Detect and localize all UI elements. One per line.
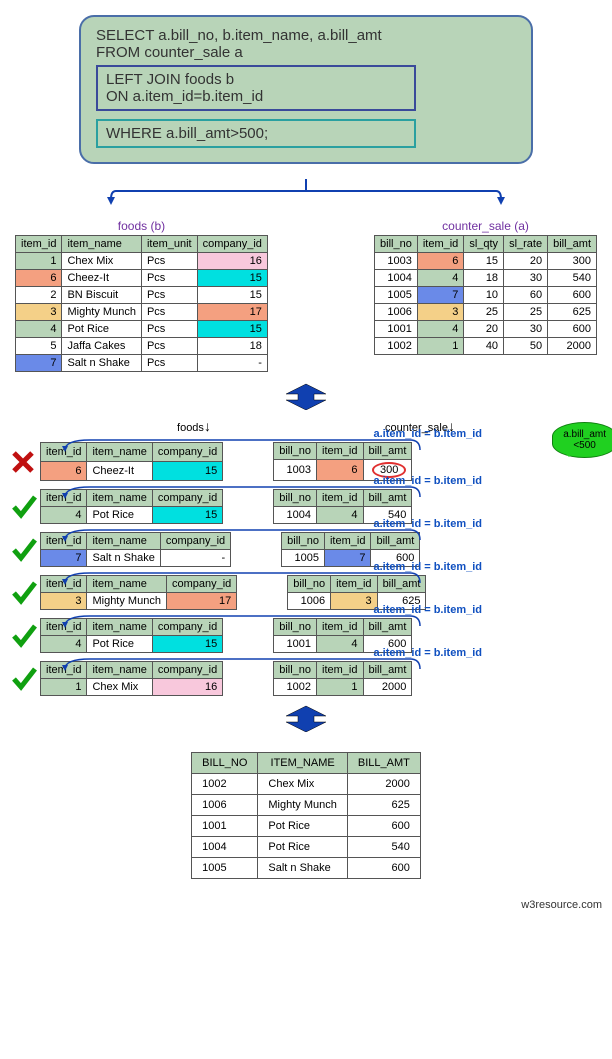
check-icon xyxy=(10,579,38,607)
check-icon xyxy=(10,665,38,693)
col-header: ITEM_NAME xyxy=(258,753,347,774)
col-header: item_name xyxy=(62,236,141,253)
table-row: 6Cheez-ItPcs15 xyxy=(16,270,268,287)
sql-join-clause: LEFT JOIN foods b ON a.item_id=b.item_id xyxy=(96,65,416,111)
col-header: sl_qty xyxy=(464,236,504,253)
col-header: bill_no xyxy=(375,236,418,253)
foods-mini-table: item_iditem_namecompany_id4Pot Rice15 xyxy=(40,618,223,653)
table-row: 7Salt n ShakePcs- xyxy=(16,355,268,372)
sql-query-box: SELECT a.bill_no, b.item_name, a.bill_am… xyxy=(79,15,533,164)
check-icon xyxy=(10,536,38,564)
check-icon xyxy=(10,493,38,521)
table-row: 5Jaffa CakesPcs18 xyxy=(16,338,268,355)
foods-mini-table: item_iditem_namecompany_id7Salt n Shake- xyxy=(40,532,231,567)
table-row: 1004Pot Rice540 xyxy=(192,837,421,858)
col-header: item_id xyxy=(417,236,463,253)
sale-mini-table: bill_noitem_idbill_amt100212000 xyxy=(273,661,412,696)
cross-icon xyxy=(10,449,36,475)
table-row: 4Pot RicePcs15 xyxy=(16,321,268,338)
match-row: a.item_id = b.item_iditem_iditem_namecom… xyxy=(10,532,602,567)
table-row: 1Chex MixPcs16 xyxy=(16,253,268,270)
table-row: 1002Chex Mix2000 xyxy=(192,774,421,795)
foods-mini-table: item_iditem_namecompany_id1Chex Mix16 xyxy=(40,661,223,696)
table-row: 100632525625 xyxy=(375,304,597,321)
check-icon xyxy=(10,622,38,650)
flow-arrow-icon xyxy=(10,179,602,209)
join-condition-label: a.item_id = b.item_id xyxy=(373,604,482,616)
col-header: item_id xyxy=(16,236,62,253)
foods-table-title: foods (b) xyxy=(15,219,268,233)
table-row: 2BN BiscuitPcs15 xyxy=(16,287,268,304)
sql-from-line: FROM counter_sale a xyxy=(96,44,516,61)
table-row: 3Mighty MunchPcs17 xyxy=(16,304,268,321)
table-row: 100142030600 xyxy=(375,321,597,338)
footer-credit: w3resource.com xyxy=(0,894,612,916)
join-condition-label: a.item_id = b.item_id xyxy=(373,475,482,487)
col-header: BILL_NO xyxy=(192,753,258,774)
table-row: 1002140502000 xyxy=(375,338,597,355)
table-row: 1005Salt n Shake600 xyxy=(192,858,421,879)
col-header: item_unit xyxy=(141,236,197,253)
col-header: bill_amt xyxy=(548,236,597,253)
filter-callout: a.bill_amt <500 xyxy=(552,422,612,458)
foods-mini-table: item_iditem_namecompany_id3Mighty Munch1… xyxy=(40,575,237,610)
col-header: BILL_AMT xyxy=(347,753,420,774)
section-labels: foods↓ counter_sale↓ xyxy=(10,418,602,434)
table-row: 100441830540 xyxy=(375,270,597,287)
match-row: a.item_id = b.item_iditem_iditem_namecom… xyxy=(10,575,602,610)
counter-sale-table-title: counter_sale (a) xyxy=(374,219,597,233)
match-row: a.item_id = b.item_ida.bill_amt <500item… xyxy=(10,442,602,481)
down-arrow-icon: ↓ xyxy=(204,418,211,434)
join-condition-label: a.item_id = b.item_id xyxy=(373,518,482,530)
foods-table-block: foods (b) item_iditem_nameitem_unitcompa… xyxy=(15,219,268,372)
flow-arrow-icon xyxy=(10,382,602,410)
foods-mini-table: item_iditem_namecompany_id6Cheez-It15 xyxy=(40,442,223,481)
join-condition-label: a.item_id = b.item_id xyxy=(373,561,482,573)
foods-label: foods xyxy=(177,422,204,434)
table-row: 1006Mighty Munch625 xyxy=(192,795,421,816)
flow-arrow-icon xyxy=(10,704,602,732)
table-row: 100361520300 xyxy=(375,253,597,270)
sql-where-clause: WHERE a.bill_amt>500; xyxy=(96,119,416,148)
col-header: sl_rate xyxy=(504,236,548,253)
result-table: BILL_NOITEM_NAMEBILL_AMT1002Chex Mix2000… xyxy=(191,752,421,879)
table-row: 100571060600 xyxy=(375,287,597,304)
match-row: a.item_id = b.item_iditem_iditem_namecom… xyxy=(10,661,602,696)
table-row: 1001Pot Rice600 xyxy=(192,816,421,837)
join-condition-label: a.item_id = b.item_id xyxy=(373,428,482,440)
foods-mini-table: item_iditem_namecompany_id4Pot Rice15 xyxy=(40,489,223,524)
join-condition-label: a.item_id = b.item_id xyxy=(373,647,482,659)
match-row: a.item_id = b.item_iditem_iditem_namecom… xyxy=(10,618,602,653)
sql-select-line: SELECT a.bill_no, b.item_name, a.bill_am… xyxy=(96,27,516,44)
match-row: a.item_id = b.item_iditem_iditem_namecom… xyxy=(10,489,602,524)
counter-sale-table-block: counter_sale (a) bill_noitem_idsl_qtysl_… xyxy=(374,219,597,372)
col-header: company_id xyxy=(197,236,267,253)
